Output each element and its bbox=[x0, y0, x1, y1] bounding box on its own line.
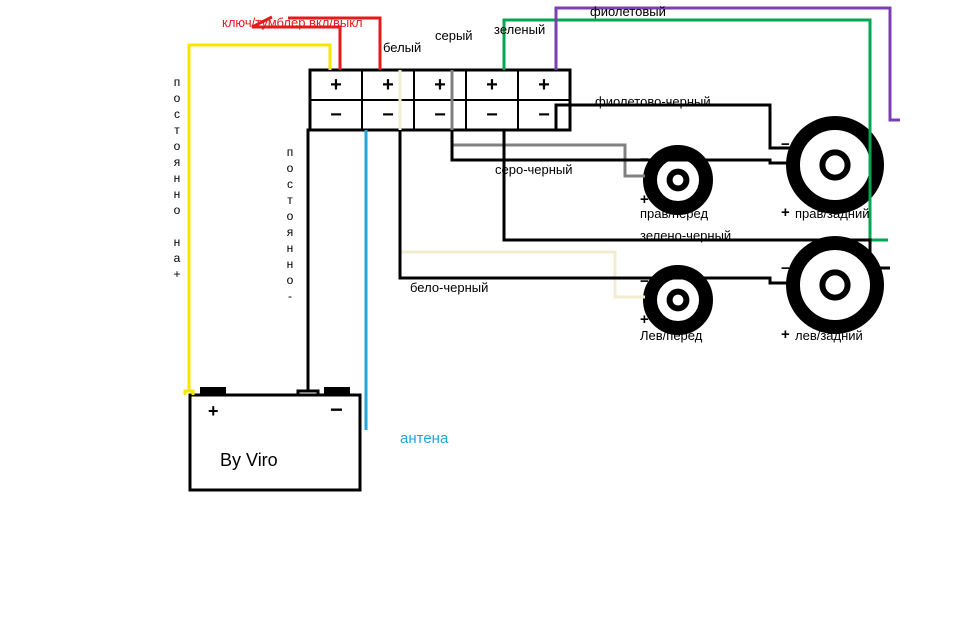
svg-text:−: − bbox=[382, 104, 394, 126]
battery: + − bbox=[190, 387, 360, 490]
svg-text:−: − bbox=[781, 260, 790, 277]
wiring-diagram: + + + + + − − − − − + − − + − + − + − + ключ/тумблер вкл… bbox=[0, 0, 960, 626]
switch-label: ключ/тумблер вкл/выкл bbox=[222, 15, 363, 30]
rear-right-label: прав/задний bbox=[795, 206, 870, 221]
diagram-svg: + + + + + − − − − − + − − + − + − + − + bbox=[0, 0, 960, 626]
svg-text:−: − bbox=[781, 136, 790, 153]
svg-text:+: + bbox=[434, 74, 446, 96]
credit-label: By Viro bbox=[220, 450, 278, 471]
green-black-label: зелено-черный bbox=[640, 228, 731, 243]
green-label: зеленый bbox=[494, 22, 545, 37]
antenna-label: антена bbox=[400, 430, 448, 447]
speakers bbox=[650, 123, 877, 328]
svg-text:+: + bbox=[382, 74, 394, 96]
white-black-label: бело-черный bbox=[410, 280, 488, 295]
white-label: белый bbox=[383, 40, 421, 55]
grey-black-label: серо-черный bbox=[495, 162, 573, 177]
svg-text:−: − bbox=[640, 151, 649, 168]
rear-left-label: лев/задний bbox=[795, 328, 863, 343]
svg-text:+: + bbox=[486, 74, 498, 96]
svg-text:+: + bbox=[330, 74, 342, 96]
grey-label: серый bbox=[435, 28, 473, 43]
connector-block: + + + + + − − − − − bbox=[310, 70, 570, 130]
svg-text:−: − bbox=[330, 397, 343, 422]
svg-text:+: + bbox=[538, 74, 550, 96]
front-right-label: прав/перед bbox=[640, 206, 708, 221]
front-left-label: Лев/перед bbox=[640, 328, 702, 343]
svg-text:−: − bbox=[640, 273, 649, 290]
const-plus-label: постоянно на+ bbox=[170, 75, 184, 283]
svg-text:−: − bbox=[486, 104, 498, 126]
svg-text:+: + bbox=[640, 311, 649, 328]
svg-text:−: − bbox=[330, 104, 342, 126]
svg-text:+: + bbox=[781, 204, 790, 221]
svg-text:−: − bbox=[538, 104, 550, 126]
svg-text:−: − bbox=[434, 104, 446, 126]
svg-text:+: + bbox=[208, 401, 219, 421]
const-minus-label: постоянно- bbox=[283, 145, 297, 305]
violet-label: фиолетовый bbox=[590, 4, 666, 19]
svg-text:+: + bbox=[781, 326, 790, 343]
violet-black-label: фиолетово-черный bbox=[595, 94, 711, 109]
